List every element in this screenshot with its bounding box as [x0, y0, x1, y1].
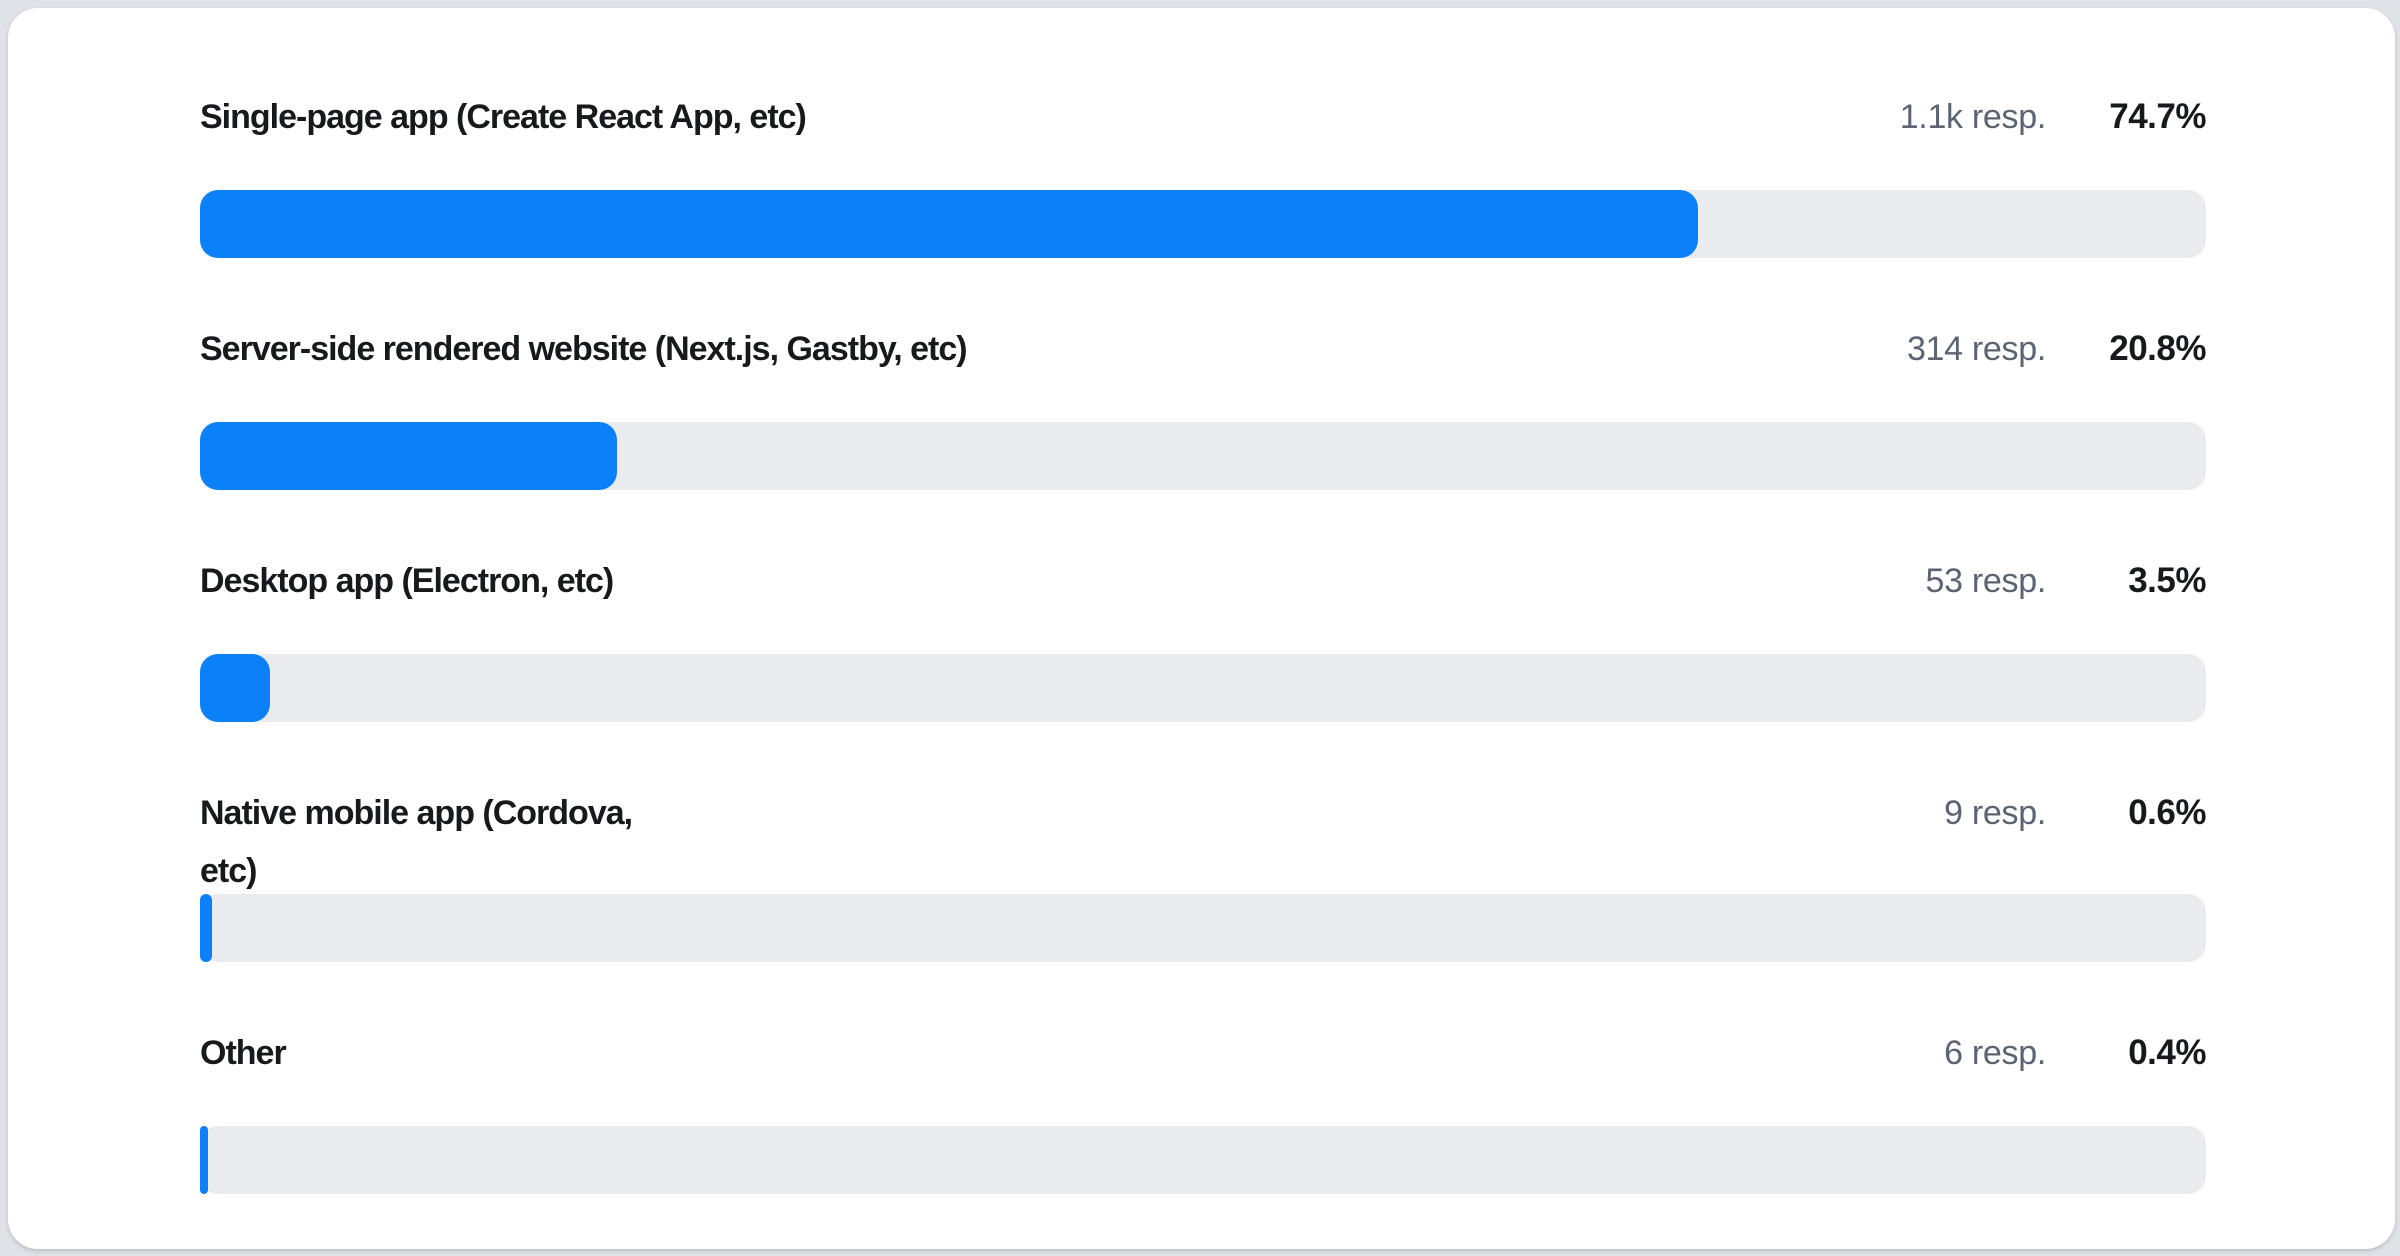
bar-track — [200, 894, 2206, 962]
row-values: 9 resp. 0.6% — [1944, 784, 2206, 842]
bar-fill — [200, 190, 1699, 258]
row-header: Desktop app (Electron, etc) 53 resp. 3.5… — [200, 552, 2207, 610]
percentage-value: 74.7% — [2109, 97, 2206, 136]
row-header: Native mobile app (Cordova, etc) 9 resp.… — [200, 784, 2207, 900]
row-header: Single-page app (Create React App, etc) … — [200, 88, 2207, 146]
response-count: 9 resp. — [1944, 794, 2046, 832]
answer-label: Single-page app (Create React App, etc) — [200, 98, 807, 136]
survey-results-card: Single-page app (Create React App, etc) … — [8, 8, 2395, 1249]
row-header: Other 6 resp. 0.4% — [200, 1024, 2207, 1082]
bar-fill — [200, 654, 271, 722]
chart-row: Single-page app (Create React App, etc) … — [200, 88, 2207, 258]
percentage-value: 20.8% — [2109, 329, 2206, 368]
chart-row: Other 6 resp. 0.4% — [200, 1024, 2207, 1194]
answer-label: Other — [200, 1034, 287, 1072]
horizontal-bar-chart: Single-page app (Create React App, etc) … — [8, 8, 2395, 1194]
bar-fill — [200, 422, 618, 490]
row-values: 6 resp. 0.4% — [1944, 1024, 2206, 1082]
chart-row: Server-side rendered website (Next.js, G… — [200, 320, 2207, 490]
percentage-value: 0.6% — [2128, 793, 2206, 832]
bar-track — [200, 190, 2206, 258]
answer-label: Desktop app (Electron, etc) — [200, 562, 614, 600]
response-count: 314 resp. — [1906, 330, 2046, 368]
row-values: 314 resp. 20.8% — [1906, 320, 2207, 378]
bar-track — [200, 1126, 2206, 1194]
bar-track — [200, 654, 2206, 722]
bar-fill — [200, 894, 213, 962]
row-values: 1.1k resp. 74.7% — [1899, 88, 2207, 146]
chart-row: Native mobile app (Cordova, etc) 9 resp.… — [200, 784, 2207, 962]
percentage-value: 0.4% — [2128, 1033, 2206, 1072]
chart-row: Desktop app (Electron, etc) 53 resp. 3.5… — [200, 552, 2207, 722]
percentage-value: 3.5% — [2128, 561, 2206, 600]
row-values: 53 resp. 3.5% — [1925, 552, 2207, 610]
bar-fill — [200, 1126, 209, 1194]
answer-label: Native mobile app (Cordova, etc) — [200, 794, 633, 890]
bar-track — [200, 422, 2206, 490]
row-header: Server-side rendered website (Next.js, G… — [200, 320, 2207, 378]
response-count: 53 resp. — [1925, 562, 2047, 600]
response-count: 6 resp. — [1944, 1034, 2046, 1072]
answer-label: Server-side rendered website (Next.js, G… — [200, 330, 968, 368]
response-count: 1.1k resp. — [1899, 98, 2047, 136]
